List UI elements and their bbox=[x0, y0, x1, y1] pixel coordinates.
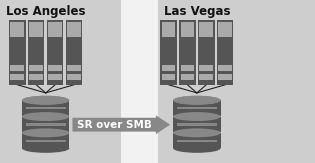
Bar bbox=[177, 123, 217, 126]
Bar bbox=[218, 74, 232, 80]
Bar bbox=[199, 65, 213, 71]
Bar bbox=[180, 74, 194, 80]
Bar bbox=[218, 65, 232, 71]
Bar bbox=[10, 65, 24, 71]
Bar bbox=[162, 22, 175, 37]
Bar bbox=[28, 20, 44, 85]
Bar bbox=[22, 133, 69, 148]
Ellipse shape bbox=[22, 128, 69, 137]
Text: Los Angeles: Los Angeles bbox=[6, 5, 85, 18]
Text: SR over SMB: SR over SMB bbox=[77, 120, 152, 130]
Bar bbox=[22, 117, 69, 132]
Bar bbox=[173, 100, 220, 116]
Ellipse shape bbox=[173, 96, 220, 105]
Bar bbox=[67, 22, 81, 37]
Ellipse shape bbox=[22, 96, 69, 105]
Bar bbox=[66, 20, 82, 85]
Ellipse shape bbox=[173, 112, 220, 121]
Ellipse shape bbox=[173, 144, 220, 153]
Bar bbox=[10, 22, 24, 37]
Bar bbox=[9, 20, 26, 85]
Bar bbox=[177, 107, 217, 109]
Ellipse shape bbox=[22, 112, 69, 121]
Bar bbox=[198, 20, 215, 85]
Bar bbox=[48, 74, 62, 80]
Ellipse shape bbox=[22, 144, 69, 153]
Bar bbox=[48, 65, 62, 71]
Bar bbox=[180, 22, 194, 37]
FancyArrow shape bbox=[72, 115, 170, 134]
Bar bbox=[160, 20, 177, 85]
Bar bbox=[218, 22, 232, 37]
Bar bbox=[162, 65, 175, 71]
Bar bbox=[199, 74, 213, 80]
Bar bbox=[67, 74, 81, 80]
Bar bbox=[180, 65, 194, 71]
Bar bbox=[177, 140, 217, 142]
Bar bbox=[199, 22, 213, 37]
Bar bbox=[179, 20, 196, 85]
Bar bbox=[173, 133, 220, 148]
Bar bbox=[67, 65, 81, 71]
Bar bbox=[29, 65, 43, 71]
Bar bbox=[173, 117, 220, 132]
Bar bbox=[48, 22, 62, 37]
Text: Las Vegas: Las Vegas bbox=[163, 5, 230, 18]
Bar bbox=[29, 22, 43, 37]
Ellipse shape bbox=[22, 96, 69, 105]
Bar bbox=[10, 74, 24, 80]
Bar bbox=[29, 74, 43, 80]
Bar bbox=[162, 74, 175, 80]
Bar bbox=[26, 107, 66, 109]
Ellipse shape bbox=[173, 128, 220, 137]
Bar bbox=[217, 20, 233, 85]
Bar bbox=[26, 123, 66, 126]
Ellipse shape bbox=[173, 96, 220, 105]
Bar bbox=[121, 0, 158, 163]
Bar bbox=[47, 20, 63, 85]
Bar bbox=[22, 100, 69, 116]
Bar bbox=[26, 140, 66, 142]
